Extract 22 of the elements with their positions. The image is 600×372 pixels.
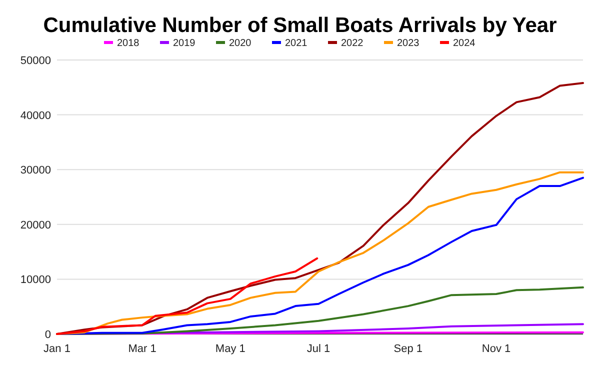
x-tick-label: Nov 1 xyxy=(482,343,511,355)
legend-label: 2021 xyxy=(285,38,308,49)
legend-label: 2020 xyxy=(229,38,252,49)
legend-label: 2019 xyxy=(173,38,196,49)
x-tick-label: Sep 1 xyxy=(394,343,423,355)
y-tick-label: 0 xyxy=(44,329,51,341)
legend-label: 2018 xyxy=(117,38,140,49)
x-tick-label: Jan 1 xyxy=(44,343,70,355)
y-tick-label: 40000 xyxy=(20,110,51,122)
legend-label: 2023 xyxy=(397,38,420,49)
x-tick-label: May 1 xyxy=(215,343,246,355)
line-series xyxy=(56,82,584,335)
y-tick-label: 30000 xyxy=(20,164,51,177)
legend-label: 2022 xyxy=(341,38,364,49)
line-series xyxy=(56,257,318,335)
legend-label: 2024 xyxy=(453,38,476,49)
y-tick-label: 20000 xyxy=(20,219,51,232)
y-tick-label: 10000 xyxy=(20,274,51,286)
chart-title: Cumulative Number of Small Boats Arrivals by Year xyxy=(43,14,557,37)
y-tick-label: 50000 xyxy=(20,55,51,67)
x-tick-label: Mar 1 xyxy=(128,343,156,355)
x-tick-label: Jul 1 xyxy=(306,343,330,355)
